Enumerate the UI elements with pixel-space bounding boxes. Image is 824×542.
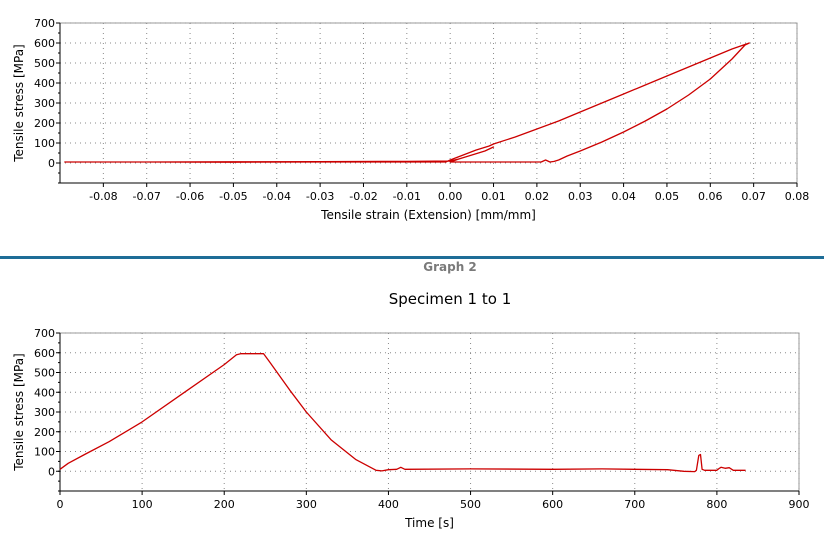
chart2-ytick-label: 500 [34,367,55,380]
chart2-ytick-label: 200 [34,426,55,439]
chart1-xtick-label: 0.02 [525,190,550,203]
chart1-ytick-label: 700 [34,17,55,30]
chart2-x-axis-title: Time [s] [404,516,454,530]
chart1-ytick-label: 0 [48,157,55,170]
chart2-xtick-label: 200 [214,498,235,511]
chart1-ytick-label: 600 [34,37,55,50]
chart2-ytick-label: 600 [34,347,55,360]
chart1-xtick-label: -0.03 [306,190,334,203]
chart2-ytick-label: 400 [34,386,55,399]
time-stress-chart: 0 100 200 300 400 500 600 700 0 100 200 300 400 500 60… [12,327,810,530]
graph-2-title: Specimen 1 to 1 [388,290,512,308]
chart2-xtick-label: 100 [132,498,153,511]
chart1-y-axis-title: Tensile stress [MPa] [12,44,26,163]
chart1-ytick-label: 300 [34,97,55,110]
chart1-xtick-label: -0.02 [349,190,377,203]
chart1-ytick-label: 400 [34,77,55,90]
chart1-series-line-1 [64,42,750,163]
chart1-x-axis-title: Tensile strain (Extension) [mm/mm] [320,208,536,222]
chart2-xtick-label: 400 [378,498,399,511]
section-divider [0,256,824,259]
chart1-xtick-label: 0.05 [655,190,680,203]
chart2-ytick-label: 300 [34,406,55,419]
chart2-xtick-label: 0 [57,498,64,511]
chart1-xtick-label: 0.06 [698,190,723,203]
chart1-xtick-label: -0.01 [393,190,421,203]
chart2-xtick-label: 800 [706,498,727,511]
chart1-ytick-label: 100 [34,137,55,150]
chart1-plot-area [59,22,798,184]
strain-stress-chart: 0 100 200 300 400 500 600 700 -0.08 -0.07 -0.06 -0.… [12,17,810,222]
chart1-xtick-label: -0.04 [263,190,291,203]
chart2-xtick-label: 600 [542,498,563,511]
chart1-xtick-label: -0.06 [176,190,204,203]
chart2-xtick-label: 700 [624,498,645,511]
chart2-ytick-label: 700 [34,327,55,340]
chart2-xtick-label: 500 [460,498,481,511]
chart2-ytick-label: 0 [48,465,55,478]
chart1-ytick-label: 200 [34,117,55,130]
chart1-xtick-label: 0.03 [568,190,593,203]
chart2-y-axis-title: Tensile stress [MPa] [12,353,26,472]
chart1-xtick-label: 0.04 [611,190,636,203]
chart1-xtick-label: -0.08 [89,190,117,203]
chart1-xtick-label: 0.07 [741,190,766,203]
chart2-ytick-label: 100 [34,446,55,459]
chart1-xtick-label: 0.01 [481,190,506,203]
chart1-xtick-label: 0.00 [438,190,463,203]
chart2-xtick-label: 900 [789,498,810,511]
chart2-series-line-1 [59,353,746,473]
chart1-xtick-label: 0.08 [785,190,810,203]
chart1-ytick-label: 500 [34,57,55,70]
graph-2-label: Graph 2 [423,260,477,274]
chart1-xtick-label: -0.07 [132,190,160,203]
chart1-xtick-label: -0.05 [219,190,247,203]
chart2-xtick-label: 300 [296,498,317,511]
